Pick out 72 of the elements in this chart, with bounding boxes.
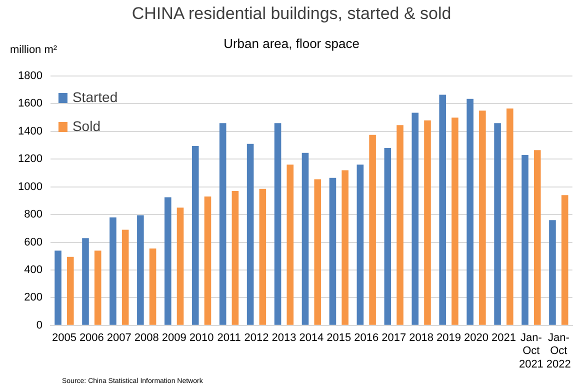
x-tick-label: 2015: [326, 332, 352, 344]
x-tick-label: 2012: [244, 332, 269, 344]
x-tick-label: 2018: [409, 332, 434, 344]
y-tick-label: 400: [24, 264, 42, 276]
legend-label: Sold: [72, 118, 100, 134]
bar: [424, 120, 431, 325]
bar: [286, 164, 294, 325]
y-tick-label: 1400: [18, 125, 42, 138]
y-tick-label: 1200: [18, 153, 42, 166]
bar: [122, 230, 129, 325]
x-tick-label: Jan-Oct 2022: [546, 332, 571, 370]
bar: [137, 215, 144, 325]
bar: [82, 238, 89, 325]
x-tick-label: 2017: [382, 332, 406, 344]
bar: [149, 248, 156, 325]
x-tick-label: 2009: [162, 332, 186, 344]
x-tick-label: 2007: [106, 332, 132, 344]
y-tick-label: 1800: [18, 70, 42, 82]
bar: [246, 144, 254, 325]
x-tick-label: 2019: [436, 332, 462, 344]
bar: [274, 123, 282, 325]
bar: [329, 178, 336, 325]
bar: [342, 170, 348, 325]
y-tick-label: 0: [36, 319, 42, 332]
x-tick-label: Jan-Oct 2021: [518, 332, 544, 370]
bar: [219, 123, 226, 325]
bar: [164, 197, 172, 325]
bar: [522, 154, 528, 325]
y-tick-label: 600: [24, 236, 42, 248]
x-tick-label: 2008: [134, 332, 159, 344]
bar: [534, 150, 541, 325]
bar: [176, 208, 184, 325]
bar: [439, 94, 446, 325]
bar: [452, 118, 458, 325]
x-tick-label: 2011: [217, 332, 241, 344]
bar: [412, 112, 419, 325]
bar: [302, 152, 309, 325]
bar: [232, 191, 239, 325]
bar: [94, 250, 102, 325]
x-tick-label: 2014: [299, 332, 324, 344]
bar: [506, 108, 514, 325]
y-tick-label: 1600: [18, 98, 42, 110]
bar: [110, 217, 116, 325]
bar: [356, 164, 364, 325]
bar: [479, 110, 486, 325]
legend-label: Started: [72, 88, 118, 105]
bar: [54, 250, 62, 325]
x-tick-label: 2016: [354, 332, 379, 344]
chart-subtitle: Urban area, floor space: [224, 36, 360, 51]
bar: [314, 179, 322, 325]
x-tick-label: 2010: [189, 332, 214, 344]
bar: [466, 98, 474, 325]
y-tick-label: 800: [24, 208, 42, 221]
bar: [384, 148, 392, 325]
bar: [396, 125, 404, 325]
bar: [494, 123, 501, 325]
bar: [259, 188, 266, 325]
bar: [204, 196, 212, 325]
x-tick-label: 2021: [491, 332, 516, 344]
y-axis-title: million m²: [10, 44, 58, 56]
y-tick-label: 200: [24, 292, 42, 304]
y-tick-label: 1000: [18, 180, 42, 193]
bar: [561, 195, 568, 325]
x-tick-label: 2020: [464, 332, 488, 344]
x-tick-label: 2013: [272, 332, 296, 344]
bar: [66, 256, 74, 325]
chart-title: CHINA residential buildings, started & sold: [132, 4, 452, 23]
bar: [369, 134, 376, 325]
bar: [549, 220, 556, 325]
bar: [192, 146, 199, 325]
x-tick-label: 2006: [79, 332, 104, 344]
x-tick-label: 2005: [52, 332, 76, 344]
